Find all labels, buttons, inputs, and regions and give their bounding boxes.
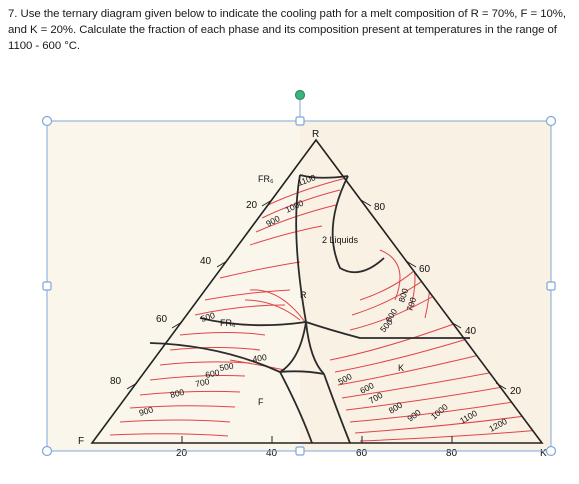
boundary-fr6-f (279, 321, 307, 373)
boundary-fr6-left (199, 317, 307, 327)
bottom-tick-80: 80 (446, 448, 458, 459)
selection-handles (41, 89, 557, 457)
rotate-handle[interactable] (294, 89, 306, 101)
boundary-f-lower (279, 371, 313, 444)
isotherm-label-500-lower: 500 (219, 361, 235, 373)
right-tick-60: 60 (419, 264, 431, 275)
phase-label-k: K (398, 363, 404, 373)
edge-tick-marks (126, 199, 507, 443)
left-tick-60: 60 (156, 314, 168, 325)
left-tick-40: 40 (200, 256, 212, 267)
phase-label-fr6-mid: FR₆ (220, 318, 236, 328)
resize-handle-bottom[interactable] (295, 446, 305, 456)
left-tick-80: 80 (110, 376, 122, 387)
right-tick-80: 80 (374, 202, 386, 213)
boundary-f-k (323, 373, 351, 444)
corner-label-k: K (540, 448, 547, 459)
two-liquid-dome (331, 175, 385, 274)
phase-label-fr6-top: FR₆ (258, 174, 274, 184)
edge-tick-labels: 20 40 60 80 80 60 40 20 20 40 60 80 (110, 200, 522, 459)
corner-labels: R F K (78, 129, 547, 459)
boundary-fr6-r (295, 174, 307, 323)
resize-handle-bottom-right[interactable] (545, 445, 557, 457)
isotherm-label-400: 400 (252, 352, 268, 364)
ternary-diagram-image[interactable]: R F K 20 40 60 80 80 60 40 20 20 40 60 8… (47, 121, 551, 459)
question-text: 7. Use the ternary diagram given below t… (8, 8, 566, 52)
isotherm-label-500-left: 500 (200, 310, 217, 324)
isotherm-label-800-left: 800 (169, 387, 185, 400)
resize-handle-right[interactable] (546, 281, 556, 291)
bottom-tick-60: 60 (356, 448, 368, 459)
bottom-tick-40: 40 (266, 448, 278, 459)
resize-handle-top-left[interactable] (41, 115, 53, 127)
boundary-r-k (305, 321, 470, 339)
isotherm-label-700-left: 700 (194, 376, 210, 389)
isotherm-label-600-left: 600 (204, 367, 220, 380)
phase-label-two-liquids: 2 Liquids (322, 235, 359, 245)
phase-label-r: R (300, 290, 307, 300)
boundary-small-triangle (279, 370, 325, 375)
phase-boundaries (149, 174, 470, 444)
ternary-triangle (90, 138, 544, 444)
corner-label-f: F (78, 436, 84, 447)
right-tick-20: 20 (510, 386, 522, 397)
boundary-r-center (305, 321, 325, 375)
phase-labels: FR₆ 2 Liquids R FR₆ F K (220, 174, 404, 407)
phase-label-f: F (258, 397, 264, 407)
bottom-tick-20: 20 (176, 448, 188, 459)
left-tick-20: 20 (246, 200, 258, 211)
isotherm-label-900-left: 900 (138, 404, 155, 418)
right-tick-40: 40 (465, 326, 477, 337)
isotherm-label-700-right: 700 (404, 296, 418, 313)
isotherm-label-800-right: 800 (396, 287, 410, 304)
corner-label-r: R (312, 129, 319, 140)
resize-handle-left[interactable] (42, 281, 52, 291)
resize-handle-top-right[interactable] (545, 115, 557, 127)
resize-handle-top[interactable] (295, 116, 305, 126)
resize-handle-bottom-left[interactable] (41, 445, 53, 457)
